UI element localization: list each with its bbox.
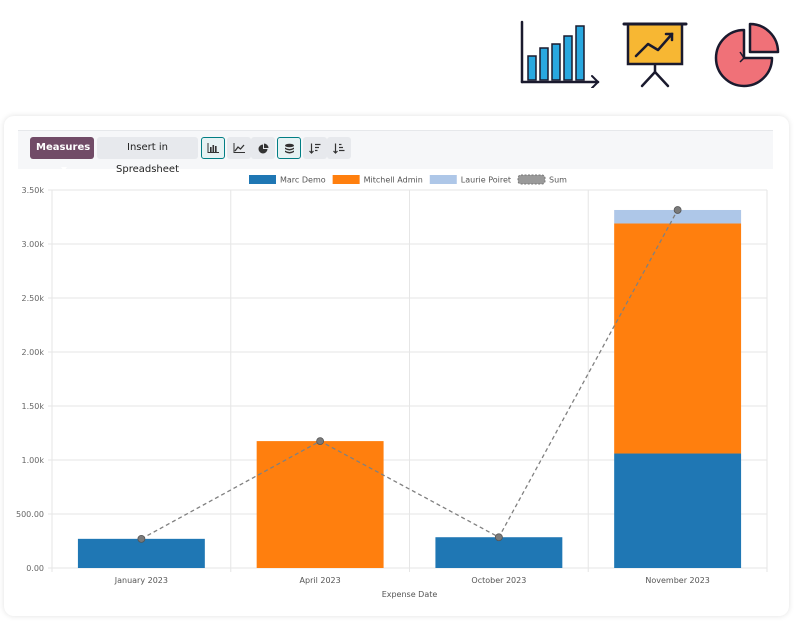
legend-swatch <box>249 175 276 184</box>
x-tick-label: January 2023 <box>114 576 168 585</box>
sum-line <box>137 206 682 543</box>
x-tick-label: November 2023 <box>645 576 710 585</box>
sum-point <box>673 206 682 214</box>
pie-chart-button[interactable] <box>251 137 275 159</box>
measures-dropdown-button[interactable]: Measures <box>30 137 94 171</box>
legend-label: Laurie Poiret <box>461 176 511 185</box>
legend-label: Mitchell Admin <box>364 176 423 185</box>
x-axis-title: Expense Date <box>382 590 438 599</box>
pie-chart-illustration-icon <box>714 22 780 88</box>
sort-descending-button[interactable] <box>303 137 327 159</box>
measures-label: Measures <box>36 142 91 153</box>
sort-ascending-button[interactable] <box>327 137 351 159</box>
insert-in-spreadsheet-button[interactable]: Insert in Spreadsheet <box>97 137 198 175</box>
sum-point <box>494 533 503 542</box>
y-tick-label: 1.50k <box>22 402 45 411</box>
stacked-toggle-button[interactable] <box>277 137 301 159</box>
line-chart-icon <box>233 143 245 153</box>
bar-chart-icon <box>207 143 219 153</box>
chart-axes: 0.00 500.00 1.00k 1.50k 2.00k 2.50k 3.00k 3.50k… <box>16 186 710 599</box>
sum-line-path <box>141 209 679 540</box>
bar-segment <box>435 537 563 568</box>
sort-ascending-icon <box>333 143 345 154</box>
bar-segment <box>614 209 742 224</box>
y-tick-label: 1.00k <box>22 456 45 465</box>
stacked-icon <box>284 143 294 153</box>
y-tick-label: 500.00 <box>16 510 44 519</box>
sum-point <box>137 534 146 543</box>
y-tick-label: 3.50k <box>22 186 45 195</box>
x-tick-label: October 2023 <box>471 576 526 585</box>
sort-descending-icon <box>309 143 321 154</box>
sum-point <box>316 437 325 446</box>
bar-chart-illustration-icon <box>520 20 600 88</box>
x-tick-label: April 2023 <box>300 576 341 585</box>
legend-swatch <box>429 175 457 184</box>
y-tick-label: 0.00 <box>26 564 44 573</box>
caret-down-icon <box>61 167 67 171</box>
legend-swatch-sum <box>517 174 546 185</box>
y-tick-label: 3.00k <box>22 240 45 249</box>
chart-bars <box>77 209 742 568</box>
line-chart-button[interactable] <box>227 137 251 159</box>
y-tick-label: 2.50k <box>22 294 45 303</box>
bar-segment <box>256 441 384 568</box>
legend-swatch <box>332 175 360 184</box>
bar-segment <box>614 223 742 454</box>
legend-label: Sum <box>549 176 567 185</box>
presentation-board-illustration-icon <box>622 22 688 88</box>
legend-label: Marc Demo <box>280 176 326 185</box>
bar-segment <box>77 538 205 568</box>
bar-chart-button[interactable] <box>201 137 225 159</box>
pie-chart-icon <box>258 143 268 153</box>
bar-segment <box>614 453 742 568</box>
y-tick-label: 2.00k <box>22 348 45 357</box>
chart-legend: Marc Demo Mitchell Admin Laurie Poiret Sum <box>249 174 567 185</box>
